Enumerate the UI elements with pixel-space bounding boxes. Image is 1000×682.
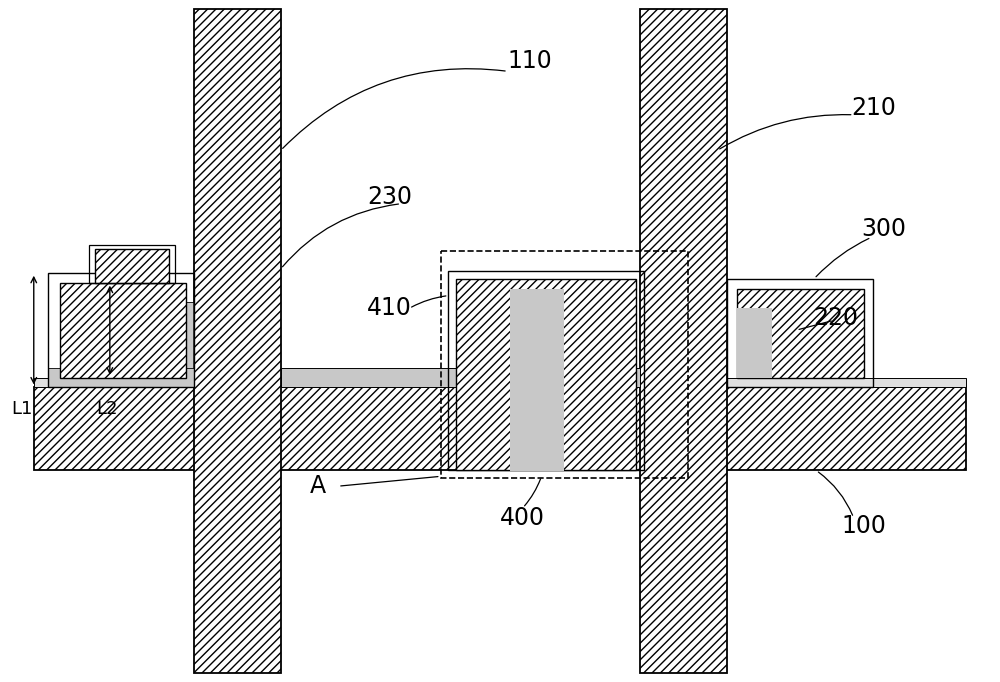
Bar	[448, 271, 644, 471]
Bar	[34, 387, 966, 471]
Bar	[737, 308, 772, 378]
Bar	[510, 288, 564, 471]
Text: 230: 230	[367, 185, 412, 209]
Polygon shape	[186, 303, 194, 387]
Bar	[441, 251, 688, 478]
Text: L1: L1	[11, 400, 33, 418]
Bar	[34, 378, 966, 387]
Text: 400: 400	[500, 506, 545, 530]
Text: 210: 210	[851, 96, 896, 120]
Bar	[281, 368, 640, 387]
Bar	[727, 279, 873, 387]
Bar	[48, 273, 194, 387]
Bar	[48, 368, 194, 387]
Text: 110: 110	[507, 50, 552, 74]
Text: 410: 410	[367, 297, 412, 321]
Text: 300: 300	[861, 218, 906, 241]
Text: 220: 220	[813, 306, 858, 330]
Bar	[194, 9, 281, 673]
Bar	[89, 246, 175, 283]
Text: L2: L2	[96, 400, 118, 418]
Bar	[456, 279, 636, 471]
Bar	[737, 288, 864, 378]
Text: A: A	[310, 474, 326, 499]
Text: 100: 100	[841, 514, 886, 537]
Bar	[60, 283, 186, 378]
Bar	[640, 9, 727, 673]
Bar	[95, 249, 169, 283]
